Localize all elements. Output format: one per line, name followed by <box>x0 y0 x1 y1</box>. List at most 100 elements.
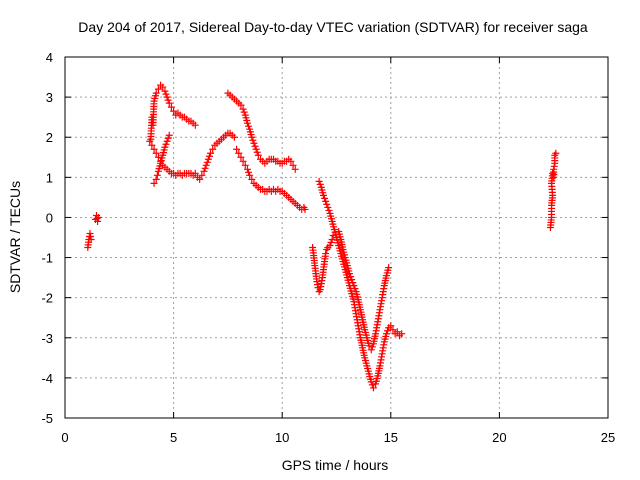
x-tick-label: 25 <box>601 430 615 445</box>
data-point <box>148 141 156 149</box>
data-point <box>385 264 393 272</box>
data-point <box>237 101 245 109</box>
data-point <box>205 152 213 160</box>
data-point <box>291 165 299 173</box>
data-point <box>382 330 390 338</box>
data-point <box>346 270 354 278</box>
data-point <box>549 169 557 177</box>
data-point <box>315 177 323 185</box>
data-point <box>94 217 102 225</box>
data-point <box>321 194 329 202</box>
data-point <box>251 142 259 150</box>
data-point <box>349 279 357 287</box>
data-point <box>164 96 172 104</box>
x-tick-label: 15 <box>384 430 398 445</box>
y-tick-label: -1 <box>41 251 53 266</box>
data-point <box>287 157 295 165</box>
data-point <box>170 107 178 115</box>
data-point <box>365 342 373 350</box>
data-points <box>84 81 560 392</box>
data-point <box>384 327 392 335</box>
data-point <box>243 119 251 127</box>
data-point <box>322 197 330 205</box>
data-point <box>324 203 332 211</box>
data-series <box>233 145 309 213</box>
y-tick-label: -4 <box>41 371 53 386</box>
data-point <box>350 282 358 290</box>
data-series <box>84 229 95 252</box>
data-point <box>233 145 241 153</box>
data-point <box>241 161 249 169</box>
data-series <box>546 149 560 231</box>
data-point <box>202 161 210 169</box>
data-point <box>327 239 335 247</box>
data-point <box>203 158 211 166</box>
data-point <box>207 149 215 157</box>
x-axis-label: GPS time / hours <box>282 457 389 473</box>
data-series <box>150 131 173 187</box>
data-point <box>152 149 160 157</box>
data-point <box>249 136 257 144</box>
data-point <box>230 133 238 141</box>
data-point <box>191 169 199 177</box>
data-point <box>351 285 359 293</box>
data-point <box>191 121 199 129</box>
data-point <box>248 133 256 141</box>
y-tick-label: -3 <box>41 331 53 346</box>
data-series <box>335 227 393 354</box>
y-tick-label: 2 <box>46 130 53 145</box>
data-point <box>152 89 160 97</box>
data-point <box>552 149 560 157</box>
data-point <box>252 145 260 153</box>
data-series <box>224 89 299 173</box>
data-point <box>209 145 217 153</box>
data-series <box>147 81 199 143</box>
data-point <box>254 151 262 159</box>
data-point <box>164 134 172 142</box>
data-point <box>246 171 254 179</box>
x-tick-label: 0 <box>61 430 68 445</box>
data-point <box>387 322 395 330</box>
data-point <box>367 346 375 354</box>
data-point <box>367 378 375 386</box>
data-point <box>153 171 161 179</box>
data-point <box>325 206 333 214</box>
data-point <box>150 145 158 153</box>
data-point <box>150 179 158 187</box>
data-point <box>237 153 245 161</box>
data-series <box>309 231 337 296</box>
x-tick-label: 5 <box>170 430 177 445</box>
data-point <box>165 131 173 139</box>
data-point <box>316 180 324 188</box>
data-point <box>161 143 169 151</box>
data-point <box>201 164 209 172</box>
y-tick-label: 0 <box>46 210 53 225</box>
data-point <box>328 236 336 244</box>
data-point <box>393 328 401 336</box>
data-point <box>198 171 206 179</box>
data-point <box>250 139 258 147</box>
data-point <box>161 87 169 95</box>
data-point <box>204 155 212 163</box>
y-axis-label: SDTVAR / TECUs <box>7 181 23 293</box>
y-tick-label: -5 <box>41 411 53 426</box>
data-series <box>91 211 103 225</box>
data-point <box>369 384 377 392</box>
data-point <box>326 242 334 250</box>
data-series <box>315 177 406 392</box>
data-point <box>319 191 327 199</box>
data-point <box>289 161 297 169</box>
data-point <box>162 140 170 148</box>
y-tick-label: 4 <box>46 50 53 65</box>
y-tick-label: -2 <box>41 291 53 306</box>
data-point <box>368 381 376 389</box>
data-point <box>146 137 154 145</box>
data-point <box>196 175 204 183</box>
data-point <box>245 122 253 130</box>
data-point <box>348 276 356 284</box>
data-point <box>163 93 171 101</box>
data-point <box>347 273 355 281</box>
x-tick-label: 20 <box>492 430 506 445</box>
y-tick-label: 1 <box>46 170 53 185</box>
